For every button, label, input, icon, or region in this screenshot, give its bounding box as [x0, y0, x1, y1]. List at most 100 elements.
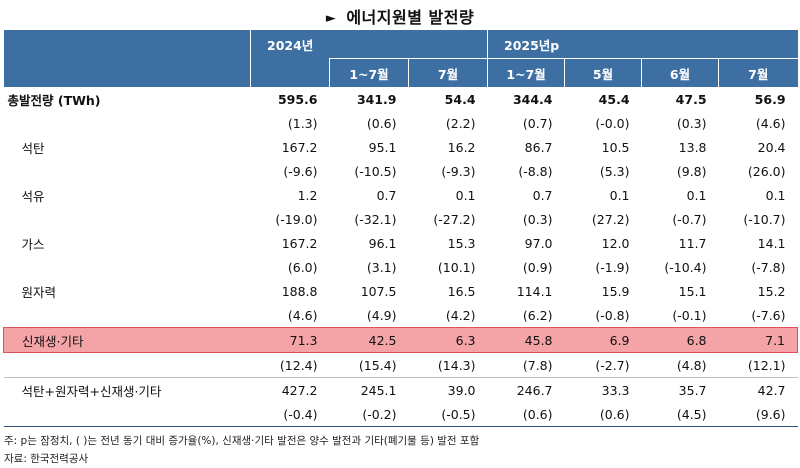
value-cell: 245.1 [329, 377, 409, 402]
row-label: 신재생·기타 [3, 327, 251, 353]
row-label-blank [4, 111, 251, 135]
value-cell: 344.4 [512, 91, 553, 107]
change-cell: (-8.8) [518, 163, 553, 179]
value-cell: 15.9 [601, 283, 630, 299]
value-cell: 10.5 [601, 139, 630, 155]
header-period: 5월 [564, 58, 642, 87]
change-cell: (4.6) [755, 115, 786, 131]
row-label: 총발전량 (TWh) [7, 92, 101, 108]
table-row: 석유 1.2 0.7 0.1 0.7 0.1 0.1 0.1 [4, 183, 798, 207]
value-cell: 20.4 [757, 139, 786, 155]
change-cell: (-0.8) [595, 307, 630, 323]
header-period: 1~7월 [487, 58, 565, 87]
value-cell: 0.1 [686, 187, 707, 203]
table-row-change: (-0.4) (-0.2) (-0.5) (0.6) (0.6) (4.5) (9.6) [3, 402, 798, 427]
change-cell: (0.7) [522, 115, 553, 131]
change-cell: (-0.2) [329, 402, 409, 427]
change-cell: (1.3) [287, 115, 318, 131]
value-cell: 96.1 [368, 235, 397, 251]
header-period: 7월 [407, 58, 488, 87]
table-body: 총발전량 (TWh) 595.6 341.9 54.4 344.4 45.4 47.5 56.… [3, 87, 799, 427]
value-cell: 45.8 [487, 327, 565, 353]
row-label-blank [4, 353, 251, 378]
table-row: 석탄+원자력+신재생·기타 427.2 245.1 39.0 246.7 33.3 35.7… [3, 377, 798, 402]
page-title: ► 에너지원별 발전량 [0, 4, 800, 28]
row-label: 가스 [21, 236, 45, 252]
value-cell: 7.1 [718, 327, 799, 353]
change-cell: (0.6) [366, 115, 397, 131]
table-row: 석탄 167.2 95.1 16.2 86.7 10.5 13.8 20.4 [4, 135, 798, 159]
table-row: 신재생·기타 71.3 42.5 6.3 45.8 6.9 6.8 7.1 [3, 327, 799, 353]
value-cell: 39.0 [408, 377, 488, 402]
change-cell: (-0.5) [408, 402, 488, 427]
change-cell: (-0.4) [250, 402, 330, 427]
change-cell: (-9.6) [283, 163, 318, 179]
change-cell: (5.3) [599, 163, 630, 179]
header-period: 7월 [718, 58, 798, 87]
change-cell: (15.4) [358, 357, 397, 373]
header-period: 6월 [641, 58, 719, 87]
title-text: 에너지원별 발전량 [346, 8, 475, 27]
table-row-change: (12.4) (15.4) (14.3) (7.8) (-2.7) (4.8) (12.1) [4, 353, 798, 378]
header-row-periods: 1~7월 7월 1~7월 5월 6월 7월 [4, 58, 798, 87]
value-cell: 54.4 [444, 91, 476, 107]
value-cell: 95.1 [368, 139, 397, 155]
value-cell: 42.5 [329, 327, 409, 353]
value-cell: 56.9 [754, 91, 786, 107]
value-cell: 0.7 [376, 187, 397, 203]
table-row-change: (-19.0) (-32.1) (-27.2) (0.3) (27.2) (-0.7) (-… [4, 207, 798, 231]
value-cell: 15.3 [447, 235, 476, 251]
change-cell: (-1.9) [595, 259, 630, 275]
change-cell: (-0.0) [595, 115, 630, 131]
change-cell: (-0.7) [672, 211, 707, 227]
change-cell: (0.6) [564, 402, 642, 427]
table-row-change: (1.3) (0.6) (2.2) (0.7) (-0.0) (0.3) (4.6) [4, 111, 798, 135]
value-cell: 0.1 [765, 187, 786, 203]
table-row: 총발전량 (TWh) 595.6 341.9 54.4 344.4 45.4 47.5 56.… [4, 87, 798, 111]
value-cell: 15.1 [678, 283, 707, 299]
value-cell: 47.5 [675, 91, 707, 107]
value-cell: 13.8 [678, 139, 707, 155]
value-cell: 595.6 [277, 91, 318, 107]
change-cell: (12.1) [747, 357, 786, 373]
value-cell: 16.5 [447, 283, 476, 299]
value-cell: 33.3 [564, 377, 642, 402]
value-cell: 0.1 [609, 187, 630, 203]
change-cell: (6.0) [287, 259, 318, 275]
table-row-change: (-9.6) (-10.5) (-9.3) (-8.8) (5.3) (9.8) (26.0… [4, 159, 798, 183]
header-blank-2024 [250, 58, 330, 87]
change-cell: (-10.5) [354, 163, 397, 179]
value-cell: 188.8 [281, 283, 318, 299]
change-cell: (12.4) [279, 357, 318, 373]
value-cell: 86.7 [524, 139, 553, 155]
change-cell: (-7.8) [751, 259, 786, 275]
row-label: 원자력 [21, 284, 57, 300]
change-cell: (-10.4) [664, 259, 707, 275]
value-cell: 114.1 [516, 283, 553, 299]
value-cell: 6.8 [641, 327, 719, 353]
change-cell: (3.1) [366, 259, 397, 275]
header-period: 1~7월 [329, 58, 409, 87]
value-cell: 167.2 [281, 139, 318, 155]
value-cell: 12.0 [601, 235, 630, 251]
value-cell: 167.2 [281, 235, 318, 251]
table-row: 원자력 188.8 107.5 16.5 114.1 15.9 15.1 15.2 [4, 279, 798, 303]
change-cell: (-9.3) [441, 163, 476, 179]
value-cell: 42.7 [718, 377, 798, 402]
header-row-years: 2024년 2025년p [3, 30, 798, 87]
value-cell: 71.3 [250, 327, 330, 353]
change-cell: (-32.1) [354, 211, 397, 227]
change-cell: (26.0) [747, 163, 786, 179]
value-cell: 16.2 [447, 139, 476, 155]
row-label-blank [3, 402, 251, 427]
value-cell: 0.1 [455, 187, 476, 203]
value-cell: 35.7 [641, 377, 719, 402]
change-cell: (2.2) [445, 115, 476, 131]
table-row-change: (4.6) (4.9) (4.2) (6.2) (-0.8) (-0.1) (-7.6) [4, 303, 798, 328]
change-cell: (0.3) [522, 211, 553, 227]
header-2025: 2025년p [487, 30, 798, 59]
row-label: 석탄+원자력+신재생·기타 [3, 377, 251, 402]
value-cell: 107.5 [360, 283, 397, 299]
change-cell: (27.2) [591, 211, 630, 227]
change-cell: (4.5) [641, 402, 719, 427]
